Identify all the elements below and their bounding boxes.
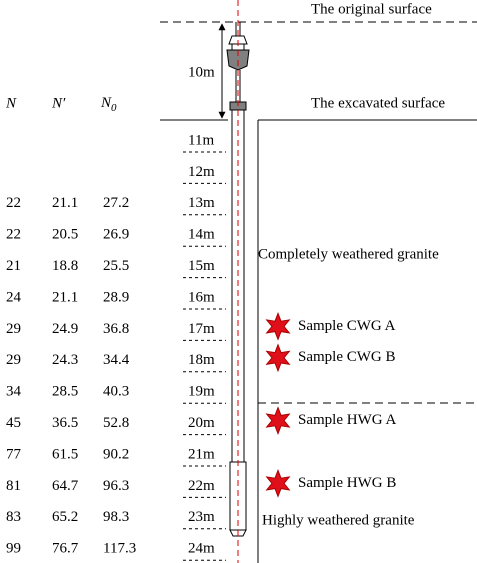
table-cell: 90.2 (103, 446, 129, 462)
sample-label: Sample HWG B (298, 475, 396, 491)
table-cell: 24.3 (52, 352, 78, 368)
depth-label: 11m (188, 132, 214, 148)
sample-star (265, 469, 291, 498)
stratum-label: Highly weathered granite (262, 512, 415, 528)
depth-label: 20m (188, 415, 215, 431)
table-cell: 22 (6, 227, 21, 243)
table-cell: 27.2 (103, 195, 129, 211)
header-n0-symbol: N (100, 95, 112, 111)
rows: 11m 12m 13m 14m 15m 16m 17m 18m 19m 20m 21m 22m 23m 2… (6, 132, 396, 561)
table-cell: 40.3 (103, 384, 129, 400)
table-cell: 18.8 (52, 258, 78, 274)
depth-label: 15m (188, 258, 215, 274)
table-cell: 81 (6, 478, 21, 494)
depth-label: 22m (188, 478, 215, 494)
sample-label: Sample CWG B (298, 349, 396, 365)
table-cell: 76.7 (52, 541, 79, 557)
depth-label: 14m (188, 227, 215, 243)
depth-label: 12m (188, 164, 215, 180)
excavated-surface-label: The excavated surface (311, 95, 445, 111)
table-cell: 64.7 (52, 478, 79, 494)
table-cell: 45 (6, 415, 21, 431)
depth-label: 16m (188, 289, 215, 305)
table-cell: 98.3 (103, 509, 129, 525)
table-cell: 36.8 (103, 321, 129, 337)
sample-label: Sample CWG A (298, 318, 396, 334)
table-cell: 25.5 (103, 258, 129, 274)
excavation-depth-label: 10m (188, 64, 215, 80)
table-cell: 34 (6, 384, 22, 400)
table-cell: 21.1 (52, 289, 78, 305)
depth-label: 21m (188, 446, 215, 462)
sample-star (265, 406, 291, 435)
table-cell: 77 (6, 446, 22, 462)
table-cell: 83 (6, 509, 21, 525)
table-cell: 61.5 (52, 446, 78, 462)
table-cell: 24.9 (52, 321, 78, 337)
depth-label: 24m (188, 541, 215, 557)
depth-label: 19m (188, 384, 215, 400)
table-cell: 99 (6, 541, 21, 557)
table-cell: 29 (6, 352, 21, 368)
depth-label: 13m (188, 195, 215, 211)
table-cell: 65.2 (52, 509, 78, 525)
table-cell: 28.9 (103, 289, 129, 305)
header-n0-subscript: 0 (111, 102, 117, 114)
table-cell: 29 (6, 321, 21, 337)
sample-star (265, 343, 291, 373)
table-cell: 22 (6, 195, 21, 211)
stratum-label: Completely weathered granite (258, 246, 439, 262)
header-n: N (5, 95, 17, 111)
table-cell: 52.8 (103, 415, 129, 431)
depth-label: 17m (188, 321, 215, 337)
depth-label: 23m (188, 509, 215, 525)
depth-label: 18m (188, 352, 215, 368)
table-cell: 34.4 (103, 352, 130, 368)
table-cell: 36.5 (52, 415, 78, 431)
table-cell: 117.3 (103, 541, 136, 557)
table-cell: 24 (6, 289, 22, 305)
table-cell: 20.5 (52, 227, 78, 243)
sample-label: Sample HWG A (298, 412, 396, 428)
table-cell: 28.5 (52, 384, 78, 400)
header-n0: N0 (100, 95, 117, 113)
table-cell: 21.1 (52, 195, 78, 211)
sample-star (265, 312, 291, 341)
original-surface-label: The original surface (311, 1, 432, 17)
table-cell: 26.9 (103, 227, 129, 243)
header-n-prime: N′ (51, 95, 66, 111)
table-cell: 96.3 (103, 478, 129, 494)
table-cell: 21 (6, 258, 21, 274)
